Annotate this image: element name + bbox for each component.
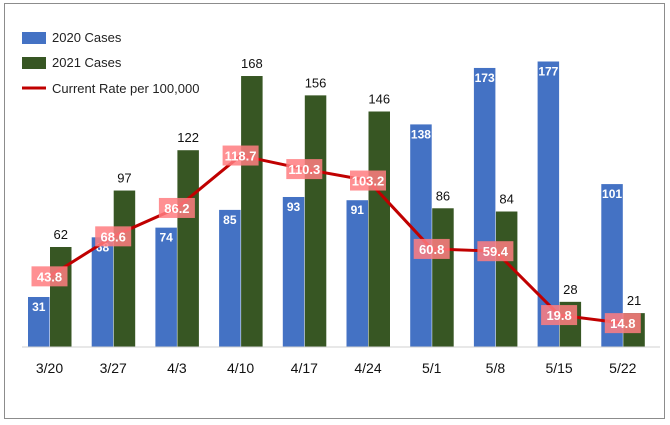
rate-data-label: 110.3 bbox=[288, 162, 320, 177]
rate-data-label: 14.8 bbox=[610, 316, 635, 331]
data-label-2020: 138 bbox=[411, 127, 431, 141]
bar-2021-4-10 bbox=[241, 76, 263, 348]
bar-2020-4-10 bbox=[219, 209, 241, 347]
legend-label-2021: 2021 Cases bbox=[52, 55, 122, 70]
data-label-2021: 28 bbox=[563, 282, 577, 297]
rate-data-label: 103.2 bbox=[352, 174, 385, 189]
data-label-2020: 85 bbox=[223, 213, 237, 227]
legend-label-2020: 2020 Cases bbox=[52, 30, 122, 45]
rate-data-label: 59.4 bbox=[483, 244, 509, 259]
data-label-2021: 62 bbox=[54, 227, 68, 242]
bar-2021-4-3 bbox=[177, 150, 199, 347]
data-label-2021: 122 bbox=[177, 130, 199, 145]
data-label-2021: 86 bbox=[436, 188, 450, 203]
data-label-2021: 97 bbox=[117, 171, 131, 186]
rate-label-box bbox=[158, 197, 195, 218]
rate-data-label: 86.2 bbox=[164, 201, 189, 216]
data-label-2021: 146 bbox=[368, 92, 390, 107]
rate-label-box bbox=[286, 159, 323, 180]
rate-line bbox=[48, 154, 623, 325]
bar-2021-5-1 bbox=[432, 208, 454, 347]
x-tick-label: 4/17 bbox=[291, 360, 318, 376]
bar-2021-5-8 bbox=[495, 211, 518, 347]
data-label-2020: 101 bbox=[602, 187, 622, 201]
bar-2020-3-20 bbox=[28, 296, 50, 347]
data-label-2020: 31 bbox=[32, 300, 46, 314]
rate-label-box bbox=[413, 238, 450, 259]
bar-2021-4-17 bbox=[304, 95, 327, 347]
x-tick-label: 5/8 bbox=[486, 360, 506, 376]
bar-2020-3-27 bbox=[91, 237, 114, 347]
bar-2020-4-24 bbox=[346, 200, 368, 347]
legend-swatch-2021 bbox=[22, 57, 46, 69]
legend-swatch-2020 bbox=[22, 32, 46, 44]
bar-2020-4-17 bbox=[282, 196, 305, 347]
bar-2021-3-20 bbox=[50, 246, 72, 347]
x-tick-label: 4/24 bbox=[354, 360, 381, 376]
data-label-2020: 177 bbox=[538, 64, 558, 78]
data-label-2020: 74 bbox=[159, 231, 173, 245]
rate-label-box bbox=[95, 226, 132, 247]
rate-label-box bbox=[350, 170, 386, 191]
data-label-2021: 168 bbox=[241, 56, 263, 71]
bar-2020-4-3 bbox=[155, 227, 177, 347]
data-label-2021: 21 bbox=[627, 293, 641, 308]
x-tick-label: 5/15 bbox=[545, 360, 572, 376]
rate-label-box bbox=[477, 241, 514, 262]
x-tick-label: 5/22 bbox=[609, 360, 636, 376]
x-tick-label: 4/10 bbox=[227, 360, 254, 376]
x-tick-label: 3/20 bbox=[36, 360, 63, 376]
data-label-2020: 91 bbox=[351, 203, 365, 217]
rate-label-box bbox=[31, 266, 68, 287]
rate-data-label: 118.7 bbox=[225, 149, 257, 164]
bar-2021-3-27 bbox=[113, 190, 136, 347]
rate-data-label: 60.8 bbox=[419, 242, 444, 257]
x-tick-label: 4/3 bbox=[167, 360, 187, 376]
bar-2020-5-22 bbox=[601, 184, 623, 347]
rate-label-box bbox=[541, 305, 578, 326]
rate-data-label: 19.8 bbox=[546, 308, 571, 323]
rate-label-box bbox=[222, 145, 259, 166]
bar-2020-5-8 bbox=[473, 67, 496, 348]
legend-label-rate: Current Rate per 100,000 bbox=[52, 81, 199, 96]
bar-2020-5-15 bbox=[537, 61, 560, 348]
rate-label-box bbox=[604, 313, 641, 334]
data-label-2020: 93 bbox=[287, 200, 301, 214]
x-tick-label: 3/27 bbox=[100, 360, 127, 376]
data-label-2021: 84 bbox=[499, 192, 513, 207]
rate-data-label: 43.8 bbox=[37, 269, 62, 284]
bar-2021-4-24 bbox=[368, 111, 390, 347]
data-label-2020: 173 bbox=[475, 71, 495, 85]
x-tick-label: 5/1 bbox=[422, 360, 442, 376]
data-label-2021: 156 bbox=[305, 75, 327, 90]
rate-data-label: 68.6 bbox=[101, 229, 126, 244]
